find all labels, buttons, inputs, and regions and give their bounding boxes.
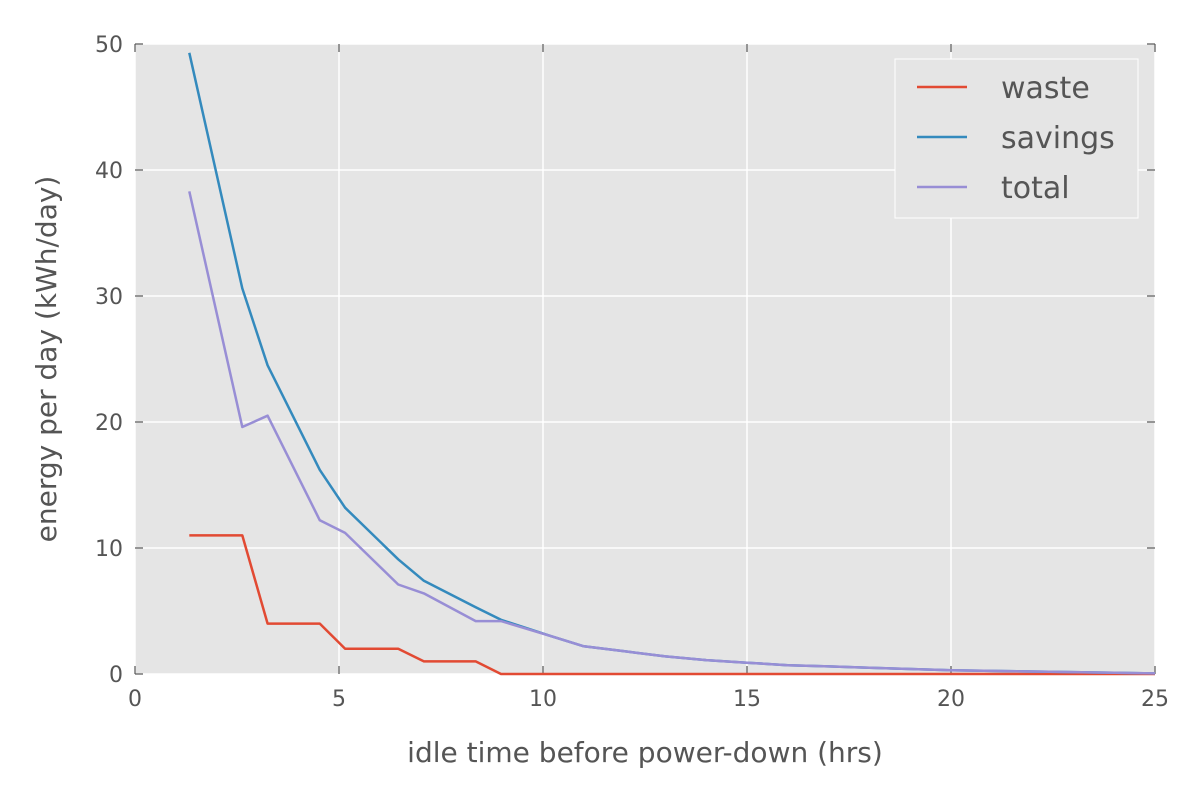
y-tick-label: 10 xyxy=(95,537,123,562)
y-axis-label: energy per day (kWh/day) xyxy=(30,176,63,543)
axis-ticks: 0 5 10 15 20 25 0 10 20 30 40 50 xyxy=(95,33,1169,712)
y-tick-label: 30 xyxy=(95,285,123,310)
legend-label-waste: waste xyxy=(1001,71,1090,106)
series-line-waste xyxy=(189,534,1155,676)
series-group xyxy=(188,52,1156,676)
y-tick-label: 50 xyxy=(95,33,123,58)
x-tick-label: 10 xyxy=(529,687,557,712)
y-tick-label: 40 xyxy=(95,159,123,184)
legend-label-total: total xyxy=(1001,171,1070,206)
legend: waste savings total xyxy=(894,58,1139,219)
x-tick-label: 5 xyxy=(332,687,346,712)
series-line-total xyxy=(188,191,1156,675)
y-tick-label: 0 xyxy=(109,663,123,688)
legend-label-savings: savings xyxy=(1001,121,1115,156)
x-tick-label: 0 xyxy=(128,687,142,712)
legend-box xyxy=(894,58,1139,219)
x-tick-label: 15 xyxy=(733,687,761,712)
x-tick-label: 20 xyxy=(937,687,965,712)
x-axis-label: idle time before power-down (hrs) xyxy=(407,736,883,769)
x-tick-label: 25 xyxy=(1141,687,1169,712)
y-tick-label: 20 xyxy=(95,411,123,436)
